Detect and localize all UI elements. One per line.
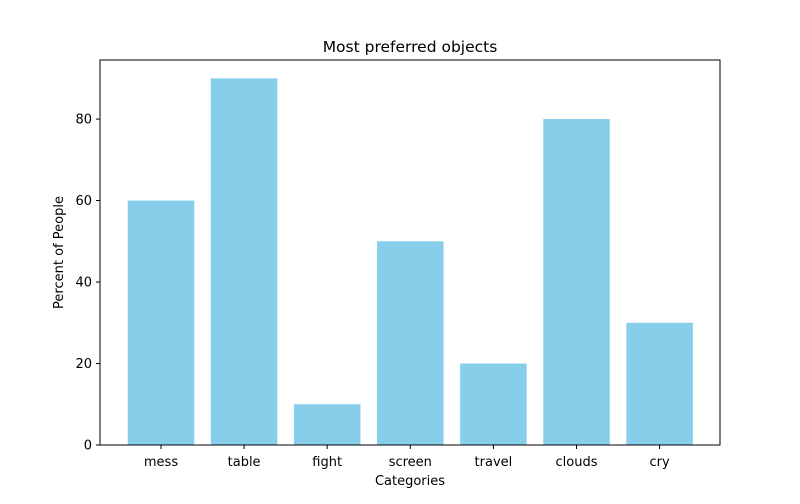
x-tick-label: fight xyxy=(312,455,342,470)
x-tick-label: mess xyxy=(144,455,178,470)
x-tick-label: screen xyxy=(389,455,432,470)
bar-mess xyxy=(127,200,195,445)
bar-clouds xyxy=(543,119,610,445)
y-tick-label: 20 xyxy=(75,357,92,372)
x-axis-ticks: mess table fight screen travel clouds cry xyxy=(144,445,670,470)
plot-area-frame xyxy=(99,59,721,446)
bar-cry xyxy=(626,322,693,445)
y-axis-ticks: 0 20 40 60 80 xyxy=(75,113,100,454)
bar-screen xyxy=(377,241,444,445)
bar-travel xyxy=(460,363,527,445)
bars-layer xyxy=(127,78,693,445)
bar-fight xyxy=(293,404,361,445)
x-tick-label: clouds xyxy=(556,455,598,470)
y-axis-label: Percent of People xyxy=(52,196,67,309)
y-tick-label: 0 xyxy=(84,439,92,454)
bar-table xyxy=(210,78,278,445)
chart-title: Most preferred objects xyxy=(323,38,498,56)
x-tick-label: table xyxy=(228,455,261,470)
y-tick-label: 60 xyxy=(75,194,92,209)
y-tick-label: 80 xyxy=(75,113,92,128)
x-tick-label: travel xyxy=(475,455,513,470)
x-axis-label: Categories xyxy=(375,474,445,489)
y-tick-label: 40 xyxy=(75,276,92,291)
x-tick-label: cry xyxy=(650,455,670,470)
